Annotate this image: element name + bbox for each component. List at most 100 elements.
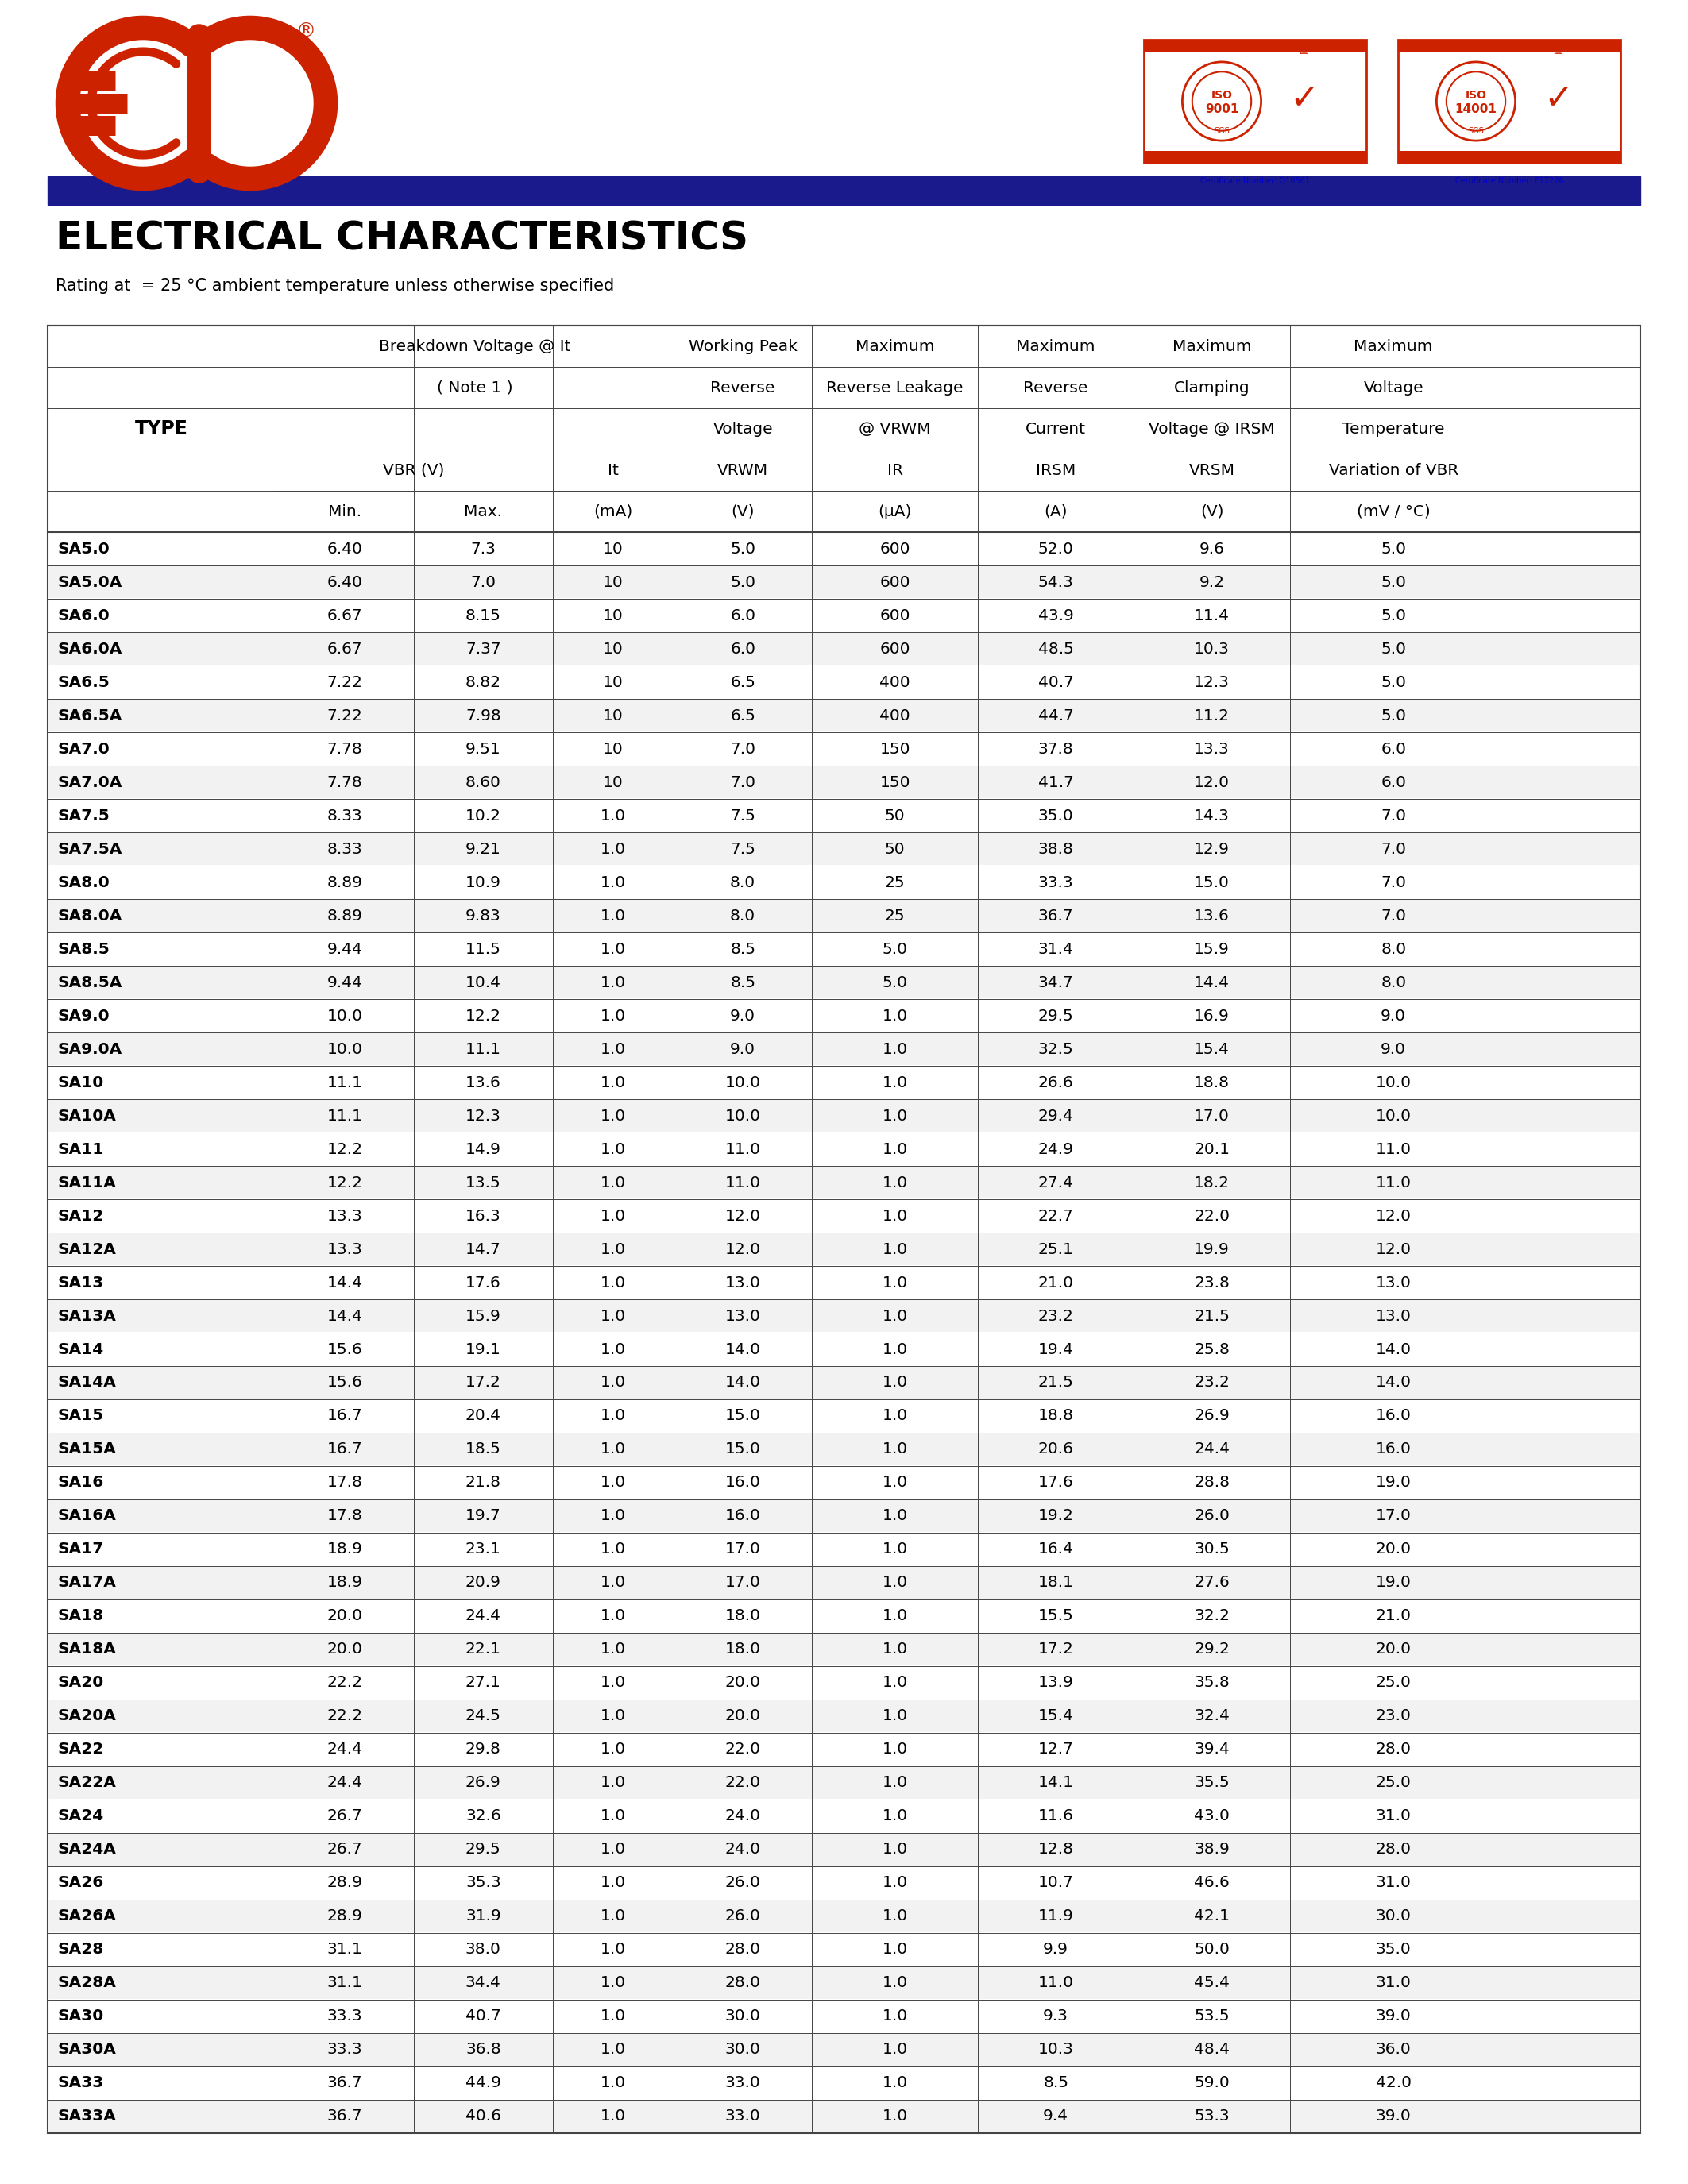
Text: 14.4: 14.4 bbox=[1193, 974, 1231, 989]
Text: 24.0: 24.0 bbox=[724, 1841, 761, 1856]
Text: 1.0: 1.0 bbox=[601, 1942, 626, 1957]
Bar bbox=[49, 1433, 1639, 1465]
Text: 1.0: 1.0 bbox=[601, 2009, 626, 2025]
Text: 1.0: 1.0 bbox=[601, 1542, 626, 1557]
Text: SA5.0A: SA5.0A bbox=[57, 574, 122, 590]
Text: (A): (A) bbox=[1045, 505, 1067, 520]
Bar bbox=[49, 1033, 1639, 1066]
Text: 10.0: 10.0 bbox=[327, 1009, 363, 1024]
Text: SGS: SGS bbox=[1214, 127, 1229, 135]
Text: 48.4: 48.4 bbox=[1193, 2042, 1231, 2057]
Text: 8.33: 8.33 bbox=[327, 841, 363, 856]
Text: 7.0: 7.0 bbox=[731, 740, 756, 756]
Text: 35.8: 35.8 bbox=[1193, 1675, 1229, 1690]
Text: 13.3: 13.3 bbox=[327, 1208, 363, 1223]
Text: 18.1: 18.1 bbox=[1038, 1575, 1074, 1590]
Text: 8.5: 8.5 bbox=[731, 941, 756, 957]
Text: 11.4: 11.4 bbox=[1193, 607, 1231, 622]
Text: 50: 50 bbox=[885, 808, 905, 823]
Bar bbox=[49, 1767, 1639, 1800]
Text: 10.3: 10.3 bbox=[1193, 642, 1231, 657]
Text: SA26: SA26 bbox=[57, 1876, 103, 1891]
Text: SA8.0: SA8.0 bbox=[57, 876, 110, 889]
Text: 1.0: 1.0 bbox=[883, 1841, 908, 1856]
Text: 9.0: 9.0 bbox=[731, 1009, 756, 1024]
Text: 1.0: 1.0 bbox=[883, 1175, 908, 1190]
Text: 13.6: 13.6 bbox=[466, 1075, 501, 1090]
Text: 17.2: 17.2 bbox=[1038, 1642, 1074, 1658]
Text: 1.0: 1.0 bbox=[883, 1708, 908, 1723]
Text: 8.5: 8.5 bbox=[1043, 2075, 1069, 2090]
Text: 16.0: 16.0 bbox=[1376, 1409, 1411, 1424]
Text: 36.7: 36.7 bbox=[1038, 909, 1074, 924]
Text: SA14A: SA14A bbox=[57, 1376, 116, 1391]
Text: 150: 150 bbox=[879, 775, 910, 791]
Text: 5.0: 5.0 bbox=[1381, 708, 1406, 723]
Text: 19.2: 19.2 bbox=[1038, 1509, 1074, 1524]
Text: 1.0: 1.0 bbox=[601, 1474, 626, 1489]
Text: 600: 600 bbox=[879, 542, 910, 557]
Text: 21.8: 21.8 bbox=[466, 1474, 501, 1489]
Text: 13.9: 13.9 bbox=[1038, 1675, 1074, 1690]
Bar bbox=[47, 325, 1641, 2134]
Text: 59.0: 59.0 bbox=[1193, 2075, 1229, 2090]
Text: 1.0: 1.0 bbox=[883, 1642, 908, 1658]
Text: 1.0: 1.0 bbox=[601, 1341, 626, 1356]
Text: ✓: ✓ bbox=[1543, 81, 1573, 116]
Text: 14.3: 14.3 bbox=[1193, 808, 1231, 823]
Text: 23.1: 23.1 bbox=[466, 1542, 501, 1557]
Text: 19.9: 19.9 bbox=[1193, 1243, 1229, 1256]
Text: 12.2: 12.2 bbox=[327, 1142, 363, 1158]
Text: 19.0: 19.0 bbox=[1376, 1474, 1411, 1489]
Text: IRSM: IRSM bbox=[1036, 463, 1075, 478]
Text: 28.9: 28.9 bbox=[327, 1876, 363, 1891]
Text: 1.0: 1.0 bbox=[601, 876, 626, 889]
Text: SA7.0: SA7.0 bbox=[57, 740, 110, 756]
Text: 16.7: 16.7 bbox=[327, 1441, 363, 1457]
Text: ISO: ISO bbox=[1210, 90, 1232, 100]
Text: 1.0: 1.0 bbox=[601, 1142, 626, 1158]
Text: Maximum: Maximum bbox=[856, 339, 935, 354]
Text: 17.8: 17.8 bbox=[327, 1474, 363, 1489]
Text: 29.4: 29.4 bbox=[1038, 1107, 1074, 1123]
Text: 15.0: 15.0 bbox=[726, 1409, 761, 1424]
Text: 26.0: 26.0 bbox=[726, 1876, 761, 1891]
Text: 17.0: 17.0 bbox=[726, 1575, 761, 1590]
Text: Reverse Leakage: Reverse Leakage bbox=[827, 380, 964, 395]
Text: Reverse: Reverse bbox=[1023, 380, 1089, 395]
Text: 22.2: 22.2 bbox=[327, 1708, 363, 1723]
Text: 32.4: 32.4 bbox=[1193, 1708, 1231, 1723]
Text: 10.9: 10.9 bbox=[466, 876, 501, 889]
Bar bbox=[1144, 39, 1366, 164]
Text: 7.37: 7.37 bbox=[466, 642, 501, 657]
Text: 26.7: 26.7 bbox=[327, 1808, 363, 1824]
Text: 10.4: 10.4 bbox=[466, 974, 501, 989]
Text: 5.0: 5.0 bbox=[1381, 542, 1406, 557]
Text: 6.40: 6.40 bbox=[327, 542, 363, 557]
Text: 400: 400 bbox=[879, 708, 910, 723]
Text: 1.0: 1.0 bbox=[883, 1474, 908, 1489]
Text: SA6.5: SA6.5 bbox=[57, 675, 110, 690]
Text: 13.0: 13.0 bbox=[1376, 1275, 1411, 1291]
Text: 20.0: 20.0 bbox=[1376, 1542, 1411, 1557]
Text: 13.0: 13.0 bbox=[726, 1308, 761, 1324]
Text: 8.60: 8.60 bbox=[466, 775, 501, 791]
Text: 7.0: 7.0 bbox=[471, 574, 496, 590]
Text: SA13: SA13 bbox=[57, 1275, 103, 1291]
Text: 11.1: 11.1 bbox=[327, 1075, 363, 1090]
Bar bbox=[49, 965, 1639, 998]
Text: 11.2: 11.2 bbox=[1193, 708, 1231, 723]
Text: 32.2: 32.2 bbox=[1193, 1610, 1231, 1623]
Text: 24.4: 24.4 bbox=[1193, 1441, 1231, 1457]
Text: SA14: SA14 bbox=[57, 1341, 103, 1356]
Text: 18.9: 18.9 bbox=[327, 1575, 363, 1590]
Text: 16.3: 16.3 bbox=[466, 1208, 501, 1223]
Text: 9.0: 9.0 bbox=[1381, 1042, 1406, 1057]
Text: 8.0: 8.0 bbox=[1381, 941, 1406, 957]
Bar bbox=[49, 566, 1639, 598]
Text: 28.0: 28.0 bbox=[724, 1977, 761, 1990]
Text: 1.0: 1.0 bbox=[883, 1075, 908, 1090]
Text: 400: 400 bbox=[879, 675, 910, 690]
Bar bbox=[49, 1299, 1639, 1332]
Text: 33.0: 33.0 bbox=[726, 2110, 761, 2125]
